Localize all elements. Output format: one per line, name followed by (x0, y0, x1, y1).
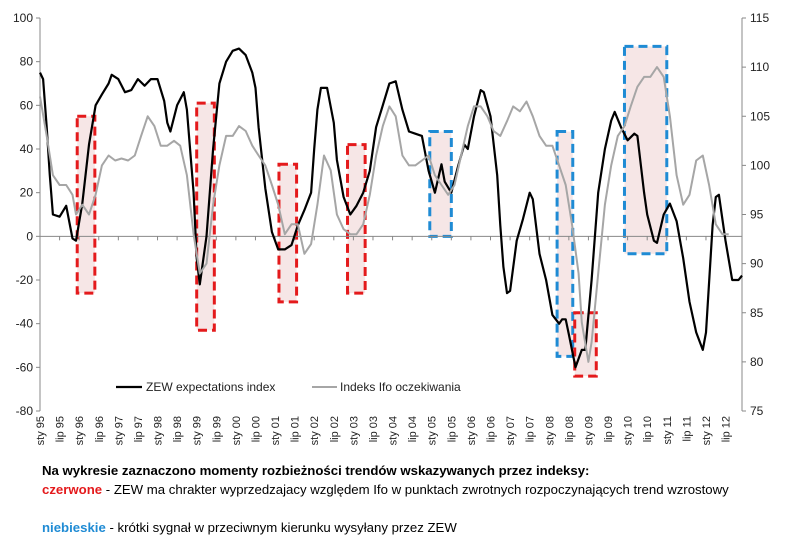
x-tick-label: lip 03 (368, 416, 380, 442)
x-tick-label: sty 11 (662, 416, 674, 445)
y-left-tick-label: 0 (26, 229, 33, 243)
x-tick-label: lip 04 (407, 416, 419, 442)
y-right-tick-label: 90 (750, 257, 764, 271)
caption-blue-keyword: niebieskie (42, 520, 106, 535)
x-tick-label: lip 12 (721, 416, 733, 442)
legend-label-ifo: Indeks Ifo oczekiwania (340, 380, 461, 394)
y-left-tick-label: -60 (16, 360, 34, 374)
x-tick-label: sty 06 (466, 416, 478, 445)
x-tick-label: sty 01 (270, 416, 282, 445)
x-tick-label: sty 03 (348, 416, 360, 445)
y-left-tick-label: -20 (16, 273, 34, 287)
x-tick-label: sty 04 (388, 416, 400, 445)
y-left-tick-label: -40 (16, 317, 34, 331)
x-tick-label: lip 95 (55, 416, 67, 442)
y-right-tick-label: 100 (750, 158, 770, 172)
y-right-tick-label: 110 (750, 60, 769, 74)
x-tick-label: lip 97 (133, 416, 145, 442)
x-tick-label: sty 08 (544, 416, 556, 445)
caption-blue-text: - krótki sygnał w przeciwnym kierunku wy… (105, 520, 457, 535)
y-right-tick-label: 85 (750, 306, 764, 320)
x-tick-label: lip 07 (525, 416, 537, 442)
y-left-tick-label: 100 (13, 11, 33, 25)
highlight-box-blue-5 (555, 130, 575, 358)
x-tick-label: sty 12 (701, 416, 713, 445)
x-tick-label: lip 96 (94, 416, 106, 442)
x-tick-label: lip 02 (329, 416, 341, 442)
x-tick-label: sty 02 (309, 416, 321, 445)
caption-blue: niebieskie - krótki sygnał w przeciwnym … (42, 519, 772, 537)
series-line-ifo (39, 66, 729, 363)
x-tick-label: lip 11 (681, 416, 693, 441)
caption-title: Na wykresie zaznaczono momenty rozbieżno… (42, 463, 590, 478)
x-tick-label: lip 08 (564, 416, 576, 442)
x-tick-label: sty 98 (153, 416, 165, 445)
highlight-box-blue-7 (622, 44, 669, 256)
y-left-tick-label: 20 (20, 186, 34, 200)
y-left-tick-label: 60 (20, 98, 34, 112)
caption-red-keyword: czerwone (42, 482, 103, 497)
x-tick-label: lip 05 (446, 416, 458, 442)
highlight-box-red-0 (75, 114, 97, 295)
y-right-tick-label: 75 (750, 404, 764, 418)
x-tick-label: sty 99 (192, 416, 204, 445)
x-tick-label: lip 00 (250, 416, 262, 442)
caption-red-text: - ZEW ma chrakter wyprzedzajacy względem… (102, 482, 729, 497)
x-tick-label: sty 96 (74, 416, 86, 445)
x-tick-label: sty 00 (231, 416, 243, 445)
x-tick-label: lip 10 (642, 416, 654, 442)
y-left-tick-label: -80 (16, 404, 34, 418)
x-tick-label: lip 09 (603, 416, 615, 442)
x-tick-label: sty 05 (427, 416, 439, 445)
y-right-tick-label: 95 (750, 208, 764, 222)
y-right-tick-label: 115 (750, 11, 769, 25)
highlight-box-red-3 (346, 143, 367, 295)
x-tick-label: sty 09 (583, 416, 595, 445)
series-line-zew (39, 47, 743, 369)
y-right-tick-label: 105 (750, 109, 770, 123)
x-tick-label: lip 06 (486, 416, 498, 442)
x-tick-label: sty 97 (113, 416, 125, 445)
y-left-tick-label: 40 (20, 142, 34, 156)
x-tick-label: lip 98 (172, 416, 184, 442)
y-left-tick-label: 80 (20, 55, 34, 69)
chart: -80 -60 -40 -20 0 20 40 60 80 100 75 80 85 90 95 100 105… (13, 11, 770, 445)
x-tick-label: sty 07 (505, 416, 517, 445)
x-tick-label: lip 99 (211, 416, 223, 442)
x-tick-label: sty 95 (35, 416, 47, 445)
y-right-tick-label: 80 (750, 355, 764, 369)
x-tick-label: lip 01 (290, 416, 302, 442)
highlight-box-red-2 (277, 162, 299, 304)
caption-red: czerwone - ZEW ma chrakter wyprzedzajacy… (42, 481, 772, 499)
legend-label-zew: ZEW expectations index (146, 380, 275, 394)
x-tick-label: sty 10 (623, 416, 635, 445)
